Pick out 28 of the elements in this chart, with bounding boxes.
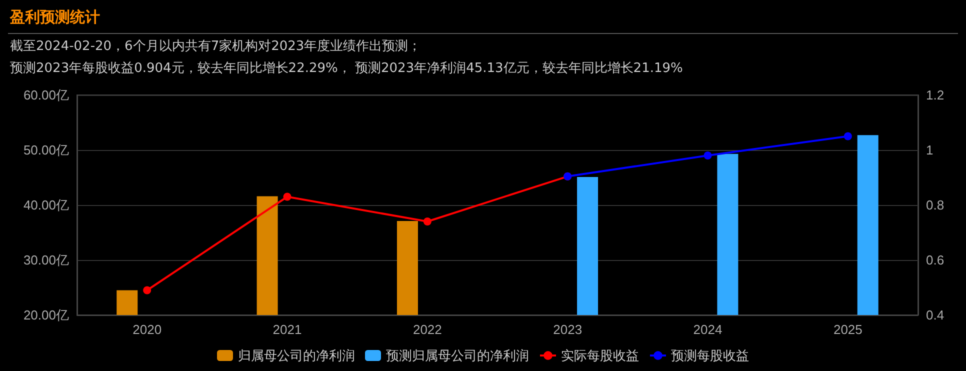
legend-label: 实际每股收益 <box>561 348 639 363</box>
y-tick-label: 40.00亿 <box>23 198 69 212</box>
y2-tick-label: 0.8 <box>926 198 944 212</box>
x-tick-label: 2023 <box>553 322 582 337</box>
y2-tick-label: 1.2 <box>926 88 944 102</box>
point <box>143 286 152 294</box>
x-tick-label: 2025 <box>833 322 862 337</box>
y2-tick-label: 0.4 <box>926 308 944 322</box>
x-tick-label: 2024 <box>693 322 722 337</box>
legend-label: 归属母公司的净利润 <box>238 348 355 363</box>
y-tick-label: 20.00亿 <box>23 308 69 322</box>
point <box>704 152 712 160</box>
point <box>283 192 292 201</box>
text: 预测2023年每股收益0.904元，较去年同比增长22.29%， 预测2023年净利润45.13亿元，较去年同比增长21.19% <box>10 61 683 76</box>
chart-title: 盈利预测统计 <box>8 6 958 34</box>
legend-label: 预测每股收益 <box>671 348 749 363</box>
x-tick-label: 2021 <box>272 322 302 337</box>
legend-label: 预测归属母公司的净利润 <box>386 348 529 363</box>
x-tick-label: 2022 <box>412 322 442 337</box>
point <box>423 218 432 226</box>
y-tick-label: 60.00亿 <box>23 88 69 102</box>
chart-subtitle: 截至2024-02-20，6个月以内共有7家机构对2023年度业绩作出预测； <box>10 39 422 54</box>
y2-tick-label: 1 <box>926 142 934 158</box>
x-tick-label: 2020 <box>132 322 162 337</box>
point <box>844 132 852 140</box>
y2-tick-label: 0.6 <box>926 252 944 268</box>
y-tick-label: 30.00亿 <box>23 252 69 268</box>
y-tick-label: 50.00亿 <box>23 142 69 158</box>
